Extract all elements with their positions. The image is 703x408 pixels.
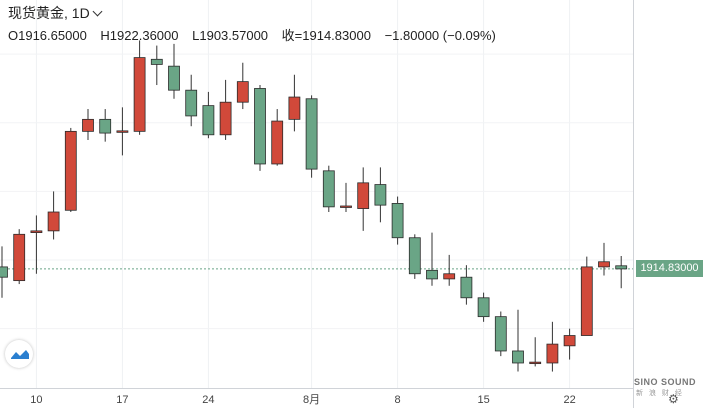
- chevron-down-icon[interactable]: [92, 6, 103, 17]
- symbol-separator: ,: [64, 5, 68, 21]
- candle-down: [426, 269, 438, 280]
- candle-down: [254, 88, 266, 165]
- candle-up: [443, 273, 456, 280]
- candle-down: [168, 65, 180, 91]
- high-value: H1922.36000: [100, 28, 179, 43]
- candle-up: [13, 233, 26, 282]
- gear-icon[interactable]: ⚙: [668, 392, 679, 406]
- x-axis: 10 17 24 8月 8 15 22: [0, 0, 634, 408]
- candle-down: [615, 265, 628, 270]
- open-value: O1916.65000: [8, 28, 87, 43]
- tradingview-logo-button[interactable]: [5, 340, 33, 368]
- candle-down: [99, 118, 112, 134]
- candle-up: [529, 361, 542, 365]
- x-tick-label: 15: [477, 394, 489, 406]
- candle-down: [460, 276, 473, 299]
- candle-up: [64, 130, 77, 211]
- close-value: 收=1914.83000: [281, 28, 371, 43]
- candle-up: [580, 266, 593, 336]
- candle-up: [236, 81, 249, 103]
- grid-lines: [0, 0, 633, 388]
- watermark-logo: SINO SOUND: [634, 377, 697, 387]
- candle-up: [116, 130, 129, 133]
- candle-up: [357, 182, 370, 209]
- last-price-tag: 1914.83000: [636, 260, 703, 278]
- candle-up: [288, 96, 301, 120]
- x-tick-label: 8月: [303, 394, 320, 406]
- candle-down: [185, 89, 198, 117]
- candle-up: [82, 118, 94, 132]
- candle-up: [563, 335, 576, 347]
- watermark-logo-sub: 新 浪 财 经: [636, 390, 684, 397]
- candle-down: [391, 203, 404, 239]
- wave-logo-icon: [11, 350, 29, 359]
- x-tick-label: 10: [30, 394, 42, 406]
- ohlc-legend: O1916.65000 H1922.36000 L1903.57000 收=19…: [8, 25, 506, 44]
- candle-up: [30, 230, 43, 233]
- candle-down: [305, 98, 318, 170]
- candle-up: [47, 211, 60, 232]
- candle-up: [340, 205, 352, 208]
- candle-down: [494, 316, 507, 352]
- candle-up: [219, 101, 232, 136]
- low-value: L1903.57000: [192, 28, 269, 43]
- x-tick-label: 22: [563, 394, 575, 406]
- candle-down: [202, 105, 215, 136]
- candle-down: [477, 297, 490, 318]
- candles: [0, 40, 628, 372]
- symbol-name: 现货黄金: [8, 5, 64, 21]
- candle-up: [133, 57, 146, 132]
- interval-label: 1D: [71, 5, 90, 21]
- candle-up: [271, 120, 284, 165]
- x-tick-label: 17: [116, 394, 128, 406]
- candle-up: [598, 261, 610, 268]
- candle-down: [374, 184, 387, 206]
- symbol-title[interactable]: 现货黄金, 1D: [8, 3, 103, 23]
- change-value: −1.80000 (−0.09%): [384, 28, 496, 43]
- x-tick-label: 8: [395, 394, 401, 406]
- candle-down: [512, 350, 524, 364]
- candle-down: [0, 266, 8, 278]
- candle-up: [546, 343, 559, 364]
- candle-down: [322, 170, 335, 208]
- x-tick-label: 24: [202, 394, 214, 406]
- candle-down: [150, 58, 163, 65]
- candle-down: [408, 237, 421, 275]
